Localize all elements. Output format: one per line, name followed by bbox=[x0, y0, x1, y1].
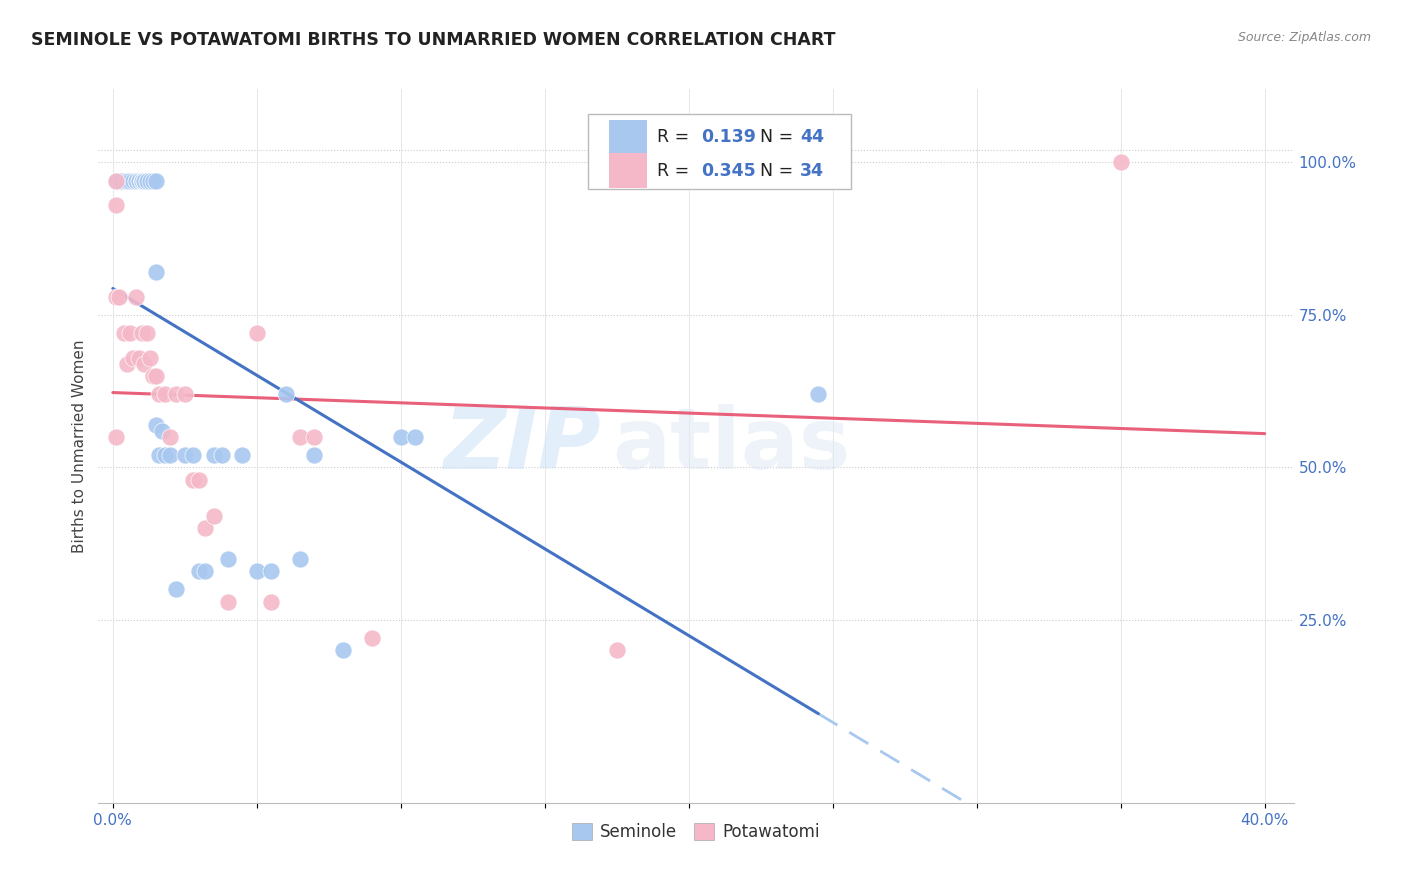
Text: 0.345: 0.345 bbox=[700, 161, 755, 179]
Point bbox=[194, 564, 217, 578]
Point bbox=[134, 174, 156, 188]
Point bbox=[194, 521, 217, 535]
Legend: Seminole, Potawatomi: Seminole, Potawatomi bbox=[565, 816, 827, 848]
Point bbox=[145, 368, 167, 383]
Point bbox=[136, 174, 159, 188]
Point bbox=[131, 174, 153, 188]
Point bbox=[128, 174, 150, 188]
Point bbox=[120, 174, 142, 188]
FancyBboxPatch shape bbox=[609, 153, 647, 187]
Point bbox=[139, 351, 162, 365]
Point bbox=[274, 387, 297, 401]
Point bbox=[150, 424, 173, 438]
Text: ZIP: ZIP bbox=[443, 404, 600, 488]
Point bbox=[173, 387, 195, 401]
Point bbox=[139, 174, 162, 188]
Point bbox=[288, 430, 311, 444]
Point bbox=[304, 448, 326, 462]
Text: SEMINOLE VS POTAWATOMI BIRTHS TO UNMARRIED WOMEN CORRELATION CHART: SEMINOLE VS POTAWATOMI BIRTHS TO UNMARRI… bbox=[31, 31, 835, 49]
Point bbox=[131, 174, 153, 188]
Point bbox=[104, 174, 127, 188]
Point bbox=[125, 289, 148, 303]
Point bbox=[217, 594, 239, 608]
Point bbox=[260, 564, 283, 578]
Point bbox=[128, 351, 150, 365]
Point bbox=[104, 289, 127, 303]
Point bbox=[131, 174, 153, 188]
Text: N =: N = bbox=[748, 128, 799, 145]
Point bbox=[188, 564, 211, 578]
Point bbox=[107, 289, 129, 303]
Point bbox=[288, 551, 311, 566]
Point bbox=[183, 448, 205, 462]
Point bbox=[134, 357, 156, 371]
Point bbox=[165, 582, 187, 597]
FancyBboxPatch shape bbox=[589, 114, 852, 189]
Point bbox=[125, 174, 148, 188]
Text: 0.139: 0.139 bbox=[700, 128, 755, 145]
Point bbox=[404, 430, 426, 444]
Point bbox=[110, 174, 132, 188]
Point bbox=[202, 448, 225, 462]
Point bbox=[183, 473, 205, 487]
Point bbox=[145, 417, 167, 432]
Point bbox=[361, 631, 384, 645]
Point bbox=[145, 265, 167, 279]
Point bbox=[148, 387, 170, 401]
Point bbox=[807, 387, 830, 401]
Point bbox=[122, 174, 145, 188]
Point bbox=[217, 551, 239, 566]
Point bbox=[188, 473, 211, 487]
Point bbox=[153, 448, 176, 462]
Point bbox=[142, 174, 165, 188]
Point bbox=[260, 594, 283, 608]
Text: R =: R = bbox=[657, 128, 695, 145]
Y-axis label: Births to Unmarried Women: Births to Unmarried Women bbox=[72, 339, 87, 553]
Point bbox=[246, 564, 269, 578]
Point bbox=[145, 174, 167, 188]
Point bbox=[148, 448, 170, 462]
Text: atlas: atlas bbox=[613, 404, 851, 488]
Point bbox=[122, 351, 145, 365]
Point bbox=[131, 174, 153, 188]
Text: Source: ZipAtlas.com: Source: ZipAtlas.com bbox=[1237, 31, 1371, 45]
Point bbox=[173, 448, 195, 462]
Text: R =: R = bbox=[657, 161, 695, 179]
Point bbox=[136, 326, 159, 341]
Point bbox=[104, 174, 127, 188]
Point bbox=[115, 174, 138, 188]
Point bbox=[304, 430, 326, 444]
Point bbox=[246, 326, 269, 341]
Point bbox=[104, 430, 127, 444]
Point bbox=[211, 448, 233, 462]
Point bbox=[104, 198, 127, 212]
Point bbox=[112, 326, 135, 341]
Point bbox=[231, 448, 253, 462]
Text: 44: 44 bbox=[800, 128, 824, 145]
Point bbox=[120, 326, 142, 341]
Point bbox=[159, 430, 181, 444]
FancyBboxPatch shape bbox=[609, 120, 647, 153]
Point bbox=[332, 643, 354, 657]
Point bbox=[389, 430, 412, 444]
Point bbox=[136, 174, 159, 188]
Point bbox=[159, 448, 181, 462]
Point bbox=[202, 509, 225, 524]
Point bbox=[128, 174, 150, 188]
Point bbox=[134, 174, 156, 188]
Point bbox=[153, 387, 176, 401]
Point bbox=[165, 387, 187, 401]
Point bbox=[125, 174, 148, 188]
Point bbox=[606, 643, 628, 657]
Point bbox=[131, 326, 153, 341]
Point bbox=[1109, 155, 1132, 169]
Text: 34: 34 bbox=[800, 161, 824, 179]
Point bbox=[115, 357, 138, 371]
Text: N =: N = bbox=[748, 161, 799, 179]
Point bbox=[142, 368, 165, 383]
